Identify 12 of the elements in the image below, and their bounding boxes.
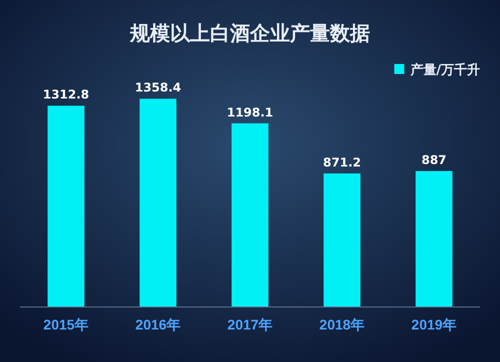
- data-label: 871.2: [323, 155, 361, 170]
- x-tick-label: 2016年: [135, 316, 181, 333]
- x-tick-label: 2018年: [319, 316, 365, 333]
- x-tick-label: 2015年: [43, 316, 89, 333]
- x-tick-label: 2017年: [227, 316, 273, 333]
- data-label: 1312.8: [42, 88, 90, 102]
- chart-title: 规模以上白酒企业产量数据: [129, 21, 370, 45]
- data-label: 887: [421, 153, 447, 168]
- data-label: 1358.4: [134, 80, 182, 95]
- x-tick-label: 2019年: [411, 316, 457, 333]
- data-label: 1198.1: [226, 105, 274, 120]
- legend-label: 产量/万千升: [409, 62, 480, 78]
